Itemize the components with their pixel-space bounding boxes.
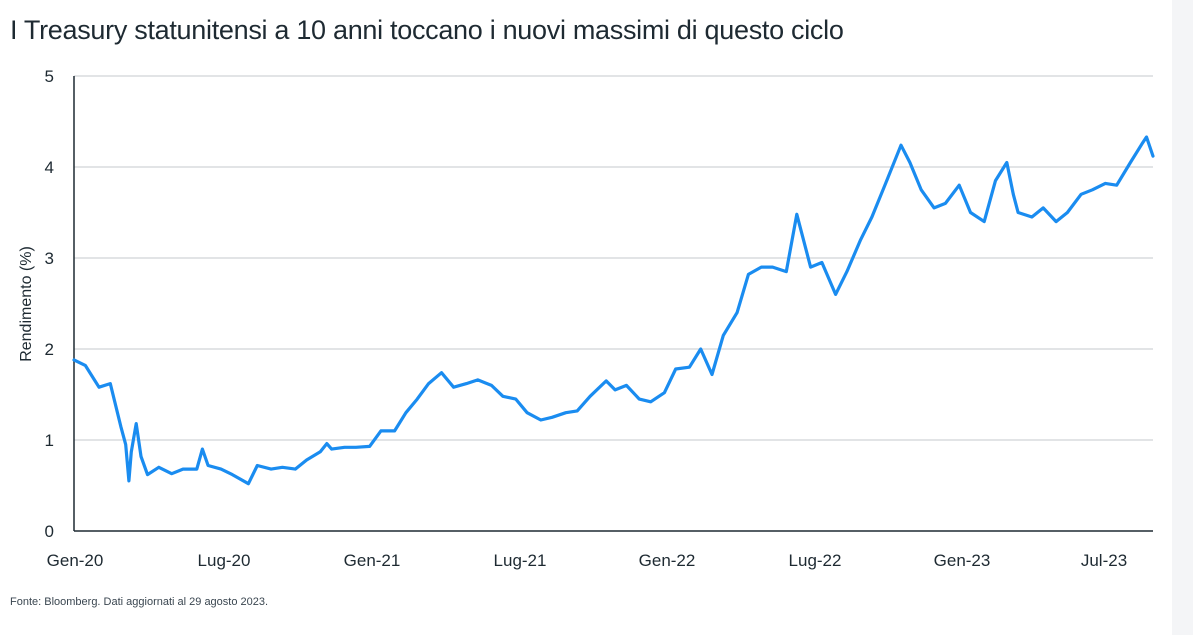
y-tick-label: 0: [45, 522, 54, 541]
series-line-0: [72, 135, 1155, 486]
x-tick-label: Gen-20: [47, 551, 104, 570]
x-tick-label: Gen-23: [934, 551, 991, 570]
x-tick-label: Jul-23: [1081, 551, 1127, 570]
line-chart: 0 1 2 3 4 5 Gen-20 Lug-20 Gen-21 Lug-21 Gen-22 Lug-…: [18, 67, 1155, 570]
axis-layer: 0 1 2 3 4 5 Gen-20 Lug-20 Gen-21 Lug-21 Gen-22 Lug-…: [45, 67, 1153, 570]
y-tick-label: 3: [45, 249, 54, 268]
series-layer: [72, 135, 1155, 486]
x-tick-label: Lug-20: [198, 551, 251, 570]
y-tick-label: 4: [45, 158, 54, 177]
x-tick-label: Gen-21: [344, 551, 401, 570]
x-tick-label: Lug-22: [789, 551, 842, 570]
chart-title: I Treasury statunitensi a 10 anni toccan…: [10, 15, 844, 45]
x-tick-label: Lug-21: [494, 551, 547, 570]
y-tick-label: 1: [45, 431, 54, 450]
y-tick-label: 2: [45, 340, 54, 359]
x-tick-label: Gen-22: [639, 551, 696, 570]
y-axis-label: Rendimento (%): [18, 246, 35, 362]
source-note: Fonte: Bloomberg. Dati aggiornati al 29 …: [10, 596, 269, 608]
grid-layer: [74, 75, 1153, 441]
y-tick-label: 5: [45, 67, 54, 86]
